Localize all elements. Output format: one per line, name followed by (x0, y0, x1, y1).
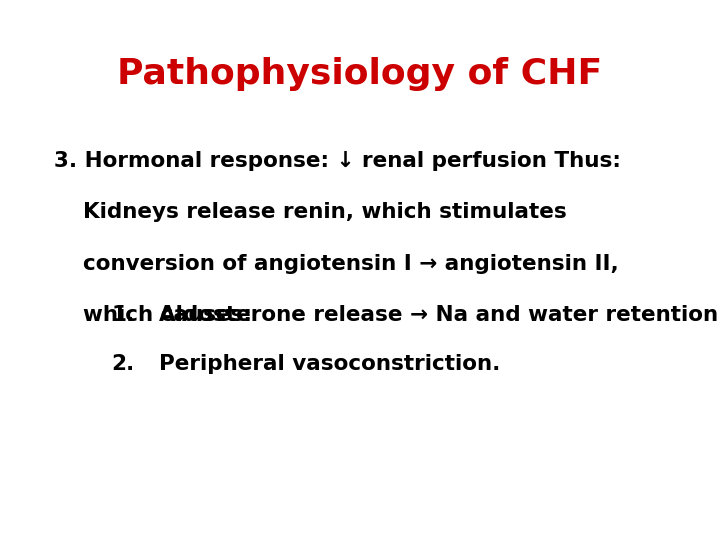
Text: Kidneys release renin, which stimulates: Kidneys release renin, which stimulates (83, 202, 567, 222)
Text: conversion of angiotensin I → angiotensin II,: conversion of angiotensin I → angiotensi… (83, 254, 618, 274)
Text: 2.: 2. (112, 354, 135, 374)
Text: Peripheral vasoconstriction.: Peripheral vasoconstriction. (144, 354, 500, 374)
Text: 3. Hormonal response: ↓ renal perfusion Thus:: 3. Hormonal response: ↓ renal perfusion … (54, 151, 621, 171)
Text: 1.: 1. (112, 305, 135, 325)
Text: which causes:: which causes: (83, 305, 252, 325)
Text: Aldosterone release → Na and water retention: Aldosterone release → Na and water reten… (144, 305, 718, 325)
Text: Pathophysiology of CHF: Pathophysiology of CHF (117, 57, 603, 91)
